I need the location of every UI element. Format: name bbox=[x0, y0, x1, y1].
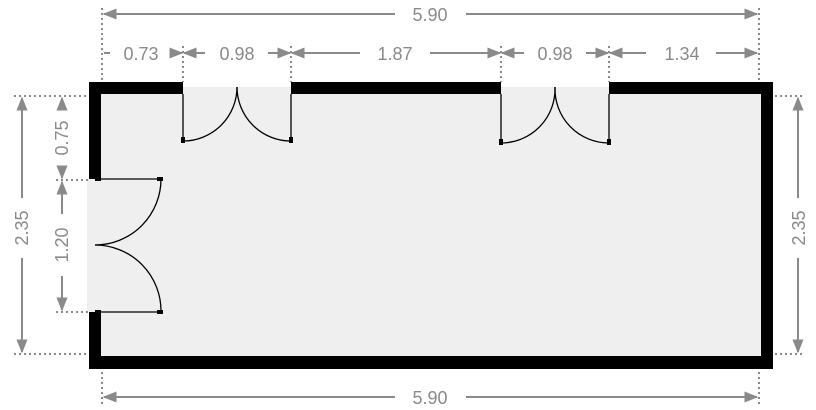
label-right-total: 2.35 bbox=[789, 210, 809, 245]
room-floor bbox=[96, 87, 770, 363]
label-left-door: 1.20 bbox=[52, 227, 72, 262]
left-wall-upper bbox=[89, 82, 101, 179]
walls bbox=[89, 82, 773, 369]
label-left-offset: 0.75 bbox=[52, 120, 72, 155]
label-segment-4: 0.98 bbox=[537, 44, 572, 64]
top-wall-right bbox=[609, 82, 773, 94]
label-segment-1: 0.73 bbox=[123, 44, 158, 64]
label-bottom-total: 5.90 bbox=[412, 388, 447, 408]
top-door-2 bbox=[499, 86, 611, 145]
bottom-wall bbox=[89, 356, 773, 369]
label-top-total: 5.90 bbox=[412, 5, 447, 25]
dimension-top-total: 5.90 bbox=[101, 5, 760, 80]
top-door-1 bbox=[181, 86, 293, 143]
label-segment-2: 0.98 bbox=[219, 44, 254, 64]
dimension-top-segments: 0.73 0.98 1.87 0.98 1.34 bbox=[104, 44, 759, 82]
dimension-left-total: 2.35 bbox=[12, 95, 88, 355]
dimension-right-total: 2.35 bbox=[775, 95, 809, 355]
right-wall bbox=[761, 82, 773, 369]
left-door-opening bbox=[87, 179, 101, 312]
top-wall-left bbox=[89, 82, 183, 94]
label-left-total: 2.35 bbox=[12, 210, 32, 245]
dimension-bottom-total: 5.90 bbox=[101, 372, 760, 408]
label-segment-5: 1.34 bbox=[664, 44, 699, 64]
left-wall-lower bbox=[89, 312, 101, 369]
label-segment-3: 1.87 bbox=[377, 44, 412, 64]
dimension-left-offset: 0.75 bbox=[52, 96, 88, 181]
dimension-left-door: 1.20 bbox=[52, 180, 88, 313]
left-door bbox=[94, 177, 163, 314]
top-wall-middle bbox=[291, 82, 501, 94]
